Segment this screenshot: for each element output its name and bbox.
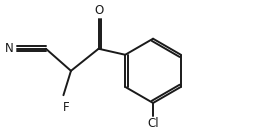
Text: O: O bbox=[94, 4, 103, 17]
Text: Cl: Cl bbox=[147, 117, 159, 130]
Text: F: F bbox=[63, 101, 69, 114]
Text: N: N bbox=[5, 42, 14, 55]
